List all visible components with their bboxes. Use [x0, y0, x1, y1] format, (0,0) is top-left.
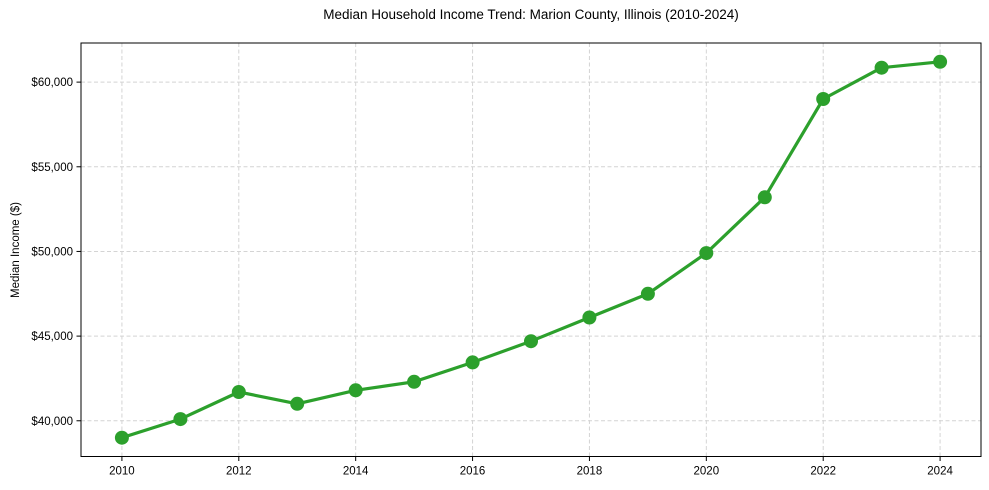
x-tick-label: 2010: [109, 466, 135, 478]
x-tick-label: 2012: [226, 466, 252, 478]
y-tick-label: $40,000: [31, 416, 73, 428]
x-tick-label: 2024: [927, 466, 953, 478]
x-tick-label: 2018: [577, 466, 603, 478]
data-point-2023: [874, 60, 889, 75]
y-tick-label: $45,000: [31, 331, 73, 343]
x-tick-label: 2014: [343, 466, 369, 478]
data-point-2010: [114, 430, 129, 445]
data-point-2020: [699, 246, 714, 261]
data-point-2022: [816, 92, 831, 106]
y-tick-label: $60,000: [31, 77, 73, 89]
data-point-2012: [231, 385, 246, 399]
data-point-2018: [582, 310, 597, 325]
y-tick-label: $50,000: [31, 246, 73, 258]
income-trend-line: [120, 60, 942, 440]
chart-title: Median Household Income Trend: Marion Co…: [323, 7, 739, 22]
data-point-2016: [465, 355, 480, 370]
data-point-2024: [933, 54, 948, 69]
data-point-2013: [290, 396, 305, 411]
data-point-2015: [407, 374, 422, 389]
x-tick-label: 2022: [810, 466, 836, 478]
data-point-2021: [757, 190, 772, 205]
data-point-2017: [524, 334, 538, 349]
data-point-2019: [640, 286, 655, 301]
x-tick-label: 2016: [460, 466, 486, 478]
plot-frame: [80, 42, 982, 457]
data-point-2011: [173, 412, 188, 427]
data-point-2014: [348, 383, 363, 398]
x-tick-label: 2020: [694, 466, 720, 478]
y-tick-label: $55,000: [31, 162, 73, 174]
